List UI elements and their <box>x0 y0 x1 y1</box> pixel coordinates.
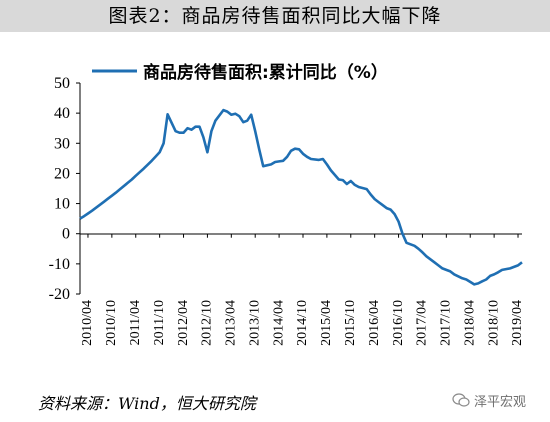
legend: 商品房待售面积:累计同比（%） <box>92 62 388 83</box>
y-tick-label: 0 <box>62 226 70 243</box>
legend-label: 商品房待售面积:累计同比（%） <box>143 62 388 83</box>
x-tick-label: 2012/04 <box>176 300 191 346</box>
x-tick-label: 2019/04 <box>510 300 525 346</box>
x-tick-label: 2017/10 <box>439 300 454 346</box>
x-tick-label: 2013/04 <box>224 300 239 346</box>
y-tick-label: 30 <box>54 135 70 152</box>
x-ticks: 2010/04 2010/10 2011/04 2011/10 2012/04 2012/… <box>80 233 525 346</box>
wechat-icon <box>452 393 470 407</box>
x-tick-label: 2011/04 <box>128 300 143 345</box>
x-tick-label: 2016/10 <box>391 300 406 346</box>
x-tick-label: 2011/10 <box>152 300 167 345</box>
series-line <box>79 108 523 286</box>
figure-title: 图表2：商品房待售面积同比大幅下降 <box>108 5 442 27</box>
title-bar <box>0 0 550 32</box>
x-tick-label: 2015/10 <box>343 300 358 346</box>
line-chart: 商品房待售面积:累计同比（%） -20 -10 0 10 20 30 40 50 2010/0… <box>49 62 526 346</box>
x-tick-label: 2018/10 <box>486 300 501 346</box>
y-ticks: -20 -10 0 10 20 30 40 50 <box>49 75 80 303</box>
x-tick-label: 2014/04 <box>271 300 286 346</box>
x-tick-label: 2010/04 <box>80 300 95 346</box>
x-tick-label: 2013/10 <box>247 300 262 346</box>
x-tick-label: 2010/10 <box>104 300 119 346</box>
x-tick-label: 2017/04 <box>415 300 430 346</box>
source-note: 资料来源：Wind，恒大研究院 <box>38 394 256 413</box>
watermark-text: 泽平宏观 <box>474 394 527 410</box>
y-tick-label: -20 <box>49 286 70 303</box>
watermark: 泽平宏观 <box>452 388 550 412</box>
y-tick-label: 10 <box>54 196 70 213</box>
y-tick-label: 20 <box>54 165 70 182</box>
y-tick-label: -10 <box>49 256 70 273</box>
x-tick-label: 2015/04 <box>319 300 334 346</box>
x-tick-label: 2018/04 <box>462 300 477 346</box>
y-tick-label: 50 <box>54 75 70 92</box>
x-tick-label: 2012/10 <box>200 300 215 346</box>
y-tick-label: 40 <box>54 105 70 122</box>
x-tick-label: 2014/10 <box>295 300 310 346</box>
x-tick-label: 2016/04 <box>367 300 382 346</box>
